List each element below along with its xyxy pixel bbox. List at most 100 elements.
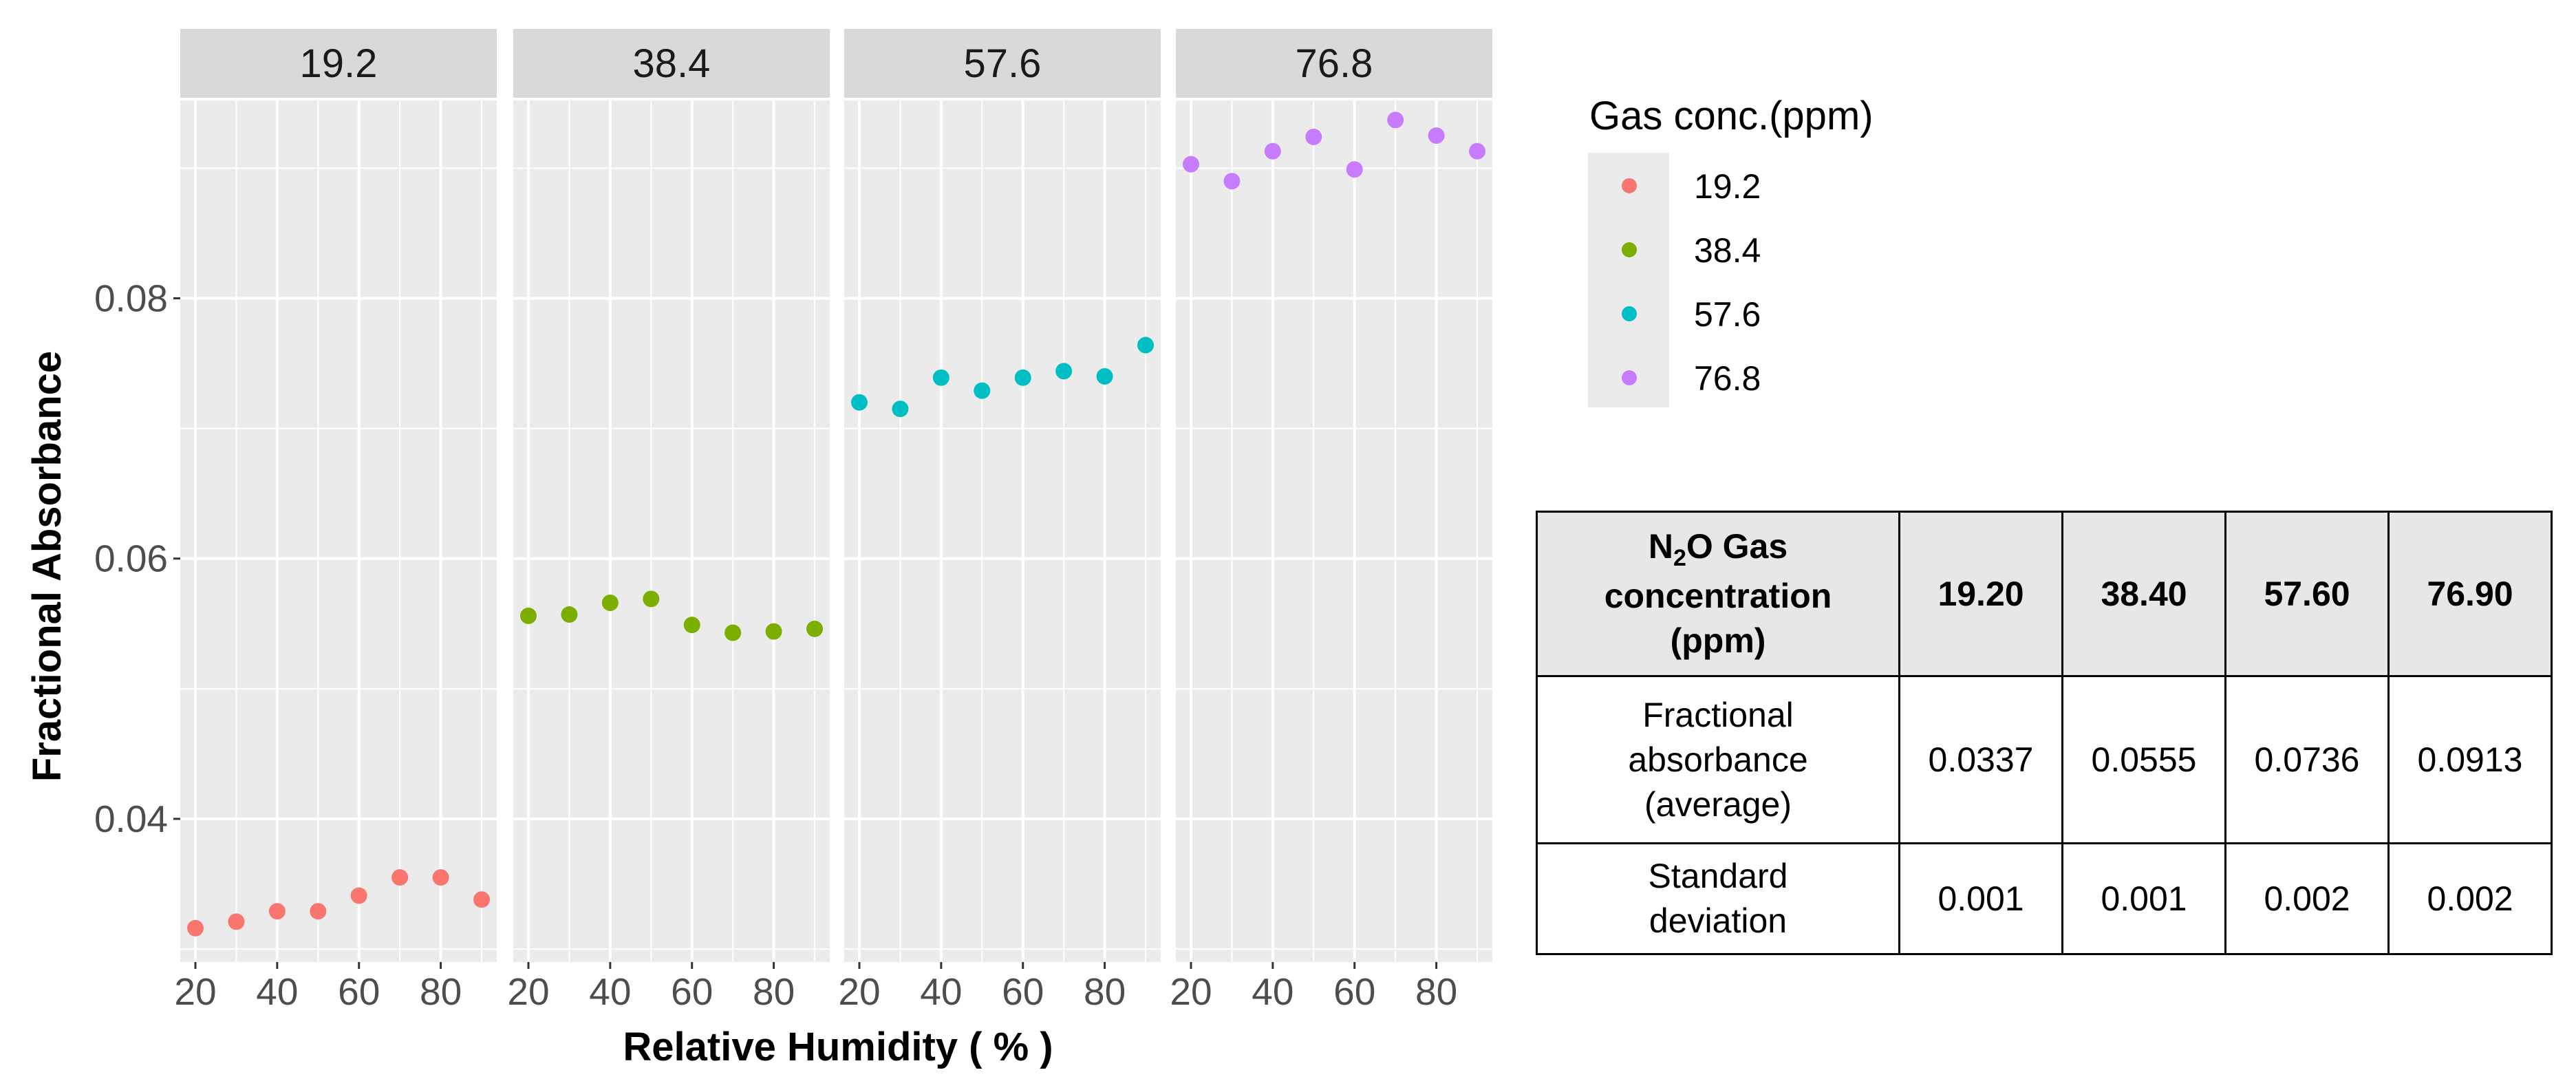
data-point [1469, 142, 1486, 160]
table-row: Standard deviation 0.001 0.001 0.002 0.0… [1536, 842, 2553, 955]
data-point [724, 624, 742, 641]
x-tick-label: 20 [507, 970, 549, 1013]
facet-strip-label: 57.6 [964, 41, 1042, 86]
table-cell: 0.0736 [2224, 675, 2390, 844]
facet-panel: 76.8 20 40 60 80 [1170, 29, 1492, 1013]
table-header-cell: 76.90 [2387, 511, 2553, 677]
data-point [850, 394, 868, 411]
x-tick-label: 20 [1170, 970, 1212, 1013]
x-tick-label: 40 [589, 970, 631, 1013]
facet-panel: 19.2 20 40 60 80 [174, 29, 497, 1013]
x-tick-label: 20 [174, 970, 216, 1013]
facet-panel: 38.4 20 40 60 80 [507, 29, 830, 1013]
facet-strip-label: 76.8 [1296, 41, 1373, 86]
legend-key [1622, 370, 1637, 385]
x-tick-label: 80 [420, 970, 462, 1013]
data-point [391, 869, 409, 886]
data-point [432, 869, 449, 886]
data-point [1305, 128, 1322, 145]
table-row-label: Standard deviation [1536, 842, 1900, 955]
facet-strip-label: 38.4 [633, 41, 711, 86]
data-point [932, 369, 949, 386]
table-header-cell: 38.40 [2061, 511, 2226, 677]
table-header-cell: 19.20 [1898, 511, 2063, 677]
x-tick-label: 80 [1415, 970, 1457, 1013]
y-tick-label: 0.08 [94, 277, 168, 319]
y-tick-label: 0.06 [94, 537, 168, 580]
panel-background [1176, 100, 1492, 962]
panel-background [513, 100, 830, 962]
panel-background [844, 100, 1161, 962]
facet-strip [844, 29, 1161, 98]
table-cell: 0.0913 [2387, 675, 2553, 844]
data-point [186, 919, 204, 937]
data-point [561, 606, 578, 623]
legend-label: 76.8 [1694, 359, 1761, 398]
data-point [1055, 363, 1073, 380]
legend-label: 38.4 [1694, 231, 1761, 270]
data-point [1182, 156, 1199, 173]
x-tick-label: 80 [1084, 970, 1126, 1013]
x-tick-label: 40 [256, 970, 298, 1013]
summary-table: N2O Gas concentration (ppm) 19.20 38.40 … [1536, 511, 2553, 955]
data-point [1428, 127, 1445, 145]
data-point [519, 607, 537, 624]
x-tick-label: 40 [1252, 970, 1294, 1013]
table-row-label: Fractional absorbance (average) [1536, 675, 1900, 844]
data-point [228, 913, 245, 930]
data-point [892, 400, 909, 418]
y-axis-title: Fractional Absorbance [25, 351, 69, 782]
y-tick-label: 0.04 [94, 798, 168, 840]
legend-key [1622, 306, 1637, 321]
data-point [1014, 369, 1031, 386]
x-tick-label: 60 [1002, 970, 1044, 1013]
x-tick-label: 40 [920, 970, 962, 1013]
x-tick-label: 60 [1333, 970, 1375, 1013]
facet-strip-label: 19.2 [300, 41, 378, 86]
table-cell: 0.001 [1898, 842, 2063, 955]
legend-key [1622, 178, 1637, 193]
data-point [601, 595, 619, 612]
data-point [268, 903, 286, 920]
table-cell: 0.002 [2387, 842, 2553, 955]
table-cell: 0.0555 [2061, 675, 2226, 844]
table-header-cell: 57.60 [2224, 511, 2390, 677]
data-point [1387, 111, 1404, 129]
facet-strip [1176, 29, 1492, 98]
table-header-label: N2O Gas concentration (ppm) [1536, 511, 1900, 677]
table-cell: 0.002 [2224, 842, 2390, 955]
x-tick-label: 60 [338, 970, 380, 1013]
data-point [643, 590, 660, 608]
data-point [1096, 367, 1113, 385]
data-point [974, 382, 991, 399]
data-point [1346, 161, 1363, 178]
x-tick-label: 80 [753, 970, 795, 1013]
table-header-row: N2O Gas concentration (ppm) 19.20 38.40 … [1536, 511, 2553, 677]
data-point [683, 617, 700, 634]
table-row: Fractional absorbance (average) 0.0337 0… [1536, 675, 2553, 844]
panel-background [180, 100, 497, 962]
x-tick-label: 20 [838, 970, 880, 1013]
data-point [310, 903, 327, 920]
table-cell: 0.001 [2061, 842, 2226, 955]
data-point [1137, 336, 1155, 354]
facet-strip [180, 29, 497, 98]
data-point [765, 623, 782, 640]
legend-key [1622, 242, 1637, 257]
legend-key-background [1588, 153, 1669, 407]
legend-title: Gas conc.(ppm) [1589, 94, 1874, 138]
data-point [350, 887, 367, 904]
data-point [1264, 142, 1281, 160]
y-axis: 0.04 0.06 0.08 [94, 277, 180, 840]
x-tick-label: 60 [671, 970, 713, 1013]
facet-strip [513, 29, 830, 98]
legend-label: 19.2 [1694, 167, 1761, 206]
x-axis-title: Relative Humidity ( % ) [623, 1025, 1053, 1069]
data-point [1223, 173, 1241, 190]
facet-panel: 57.6 20 40 60 80 [838, 29, 1161, 1013]
table-cell: 0.0337 [1898, 675, 2063, 844]
legend-label: 57.6 [1694, 295, 1761, 334]
legend: Gas conc.(ppm) 19.2 38.4 57.6 76.8 [1588, 94, 1874, 407]
